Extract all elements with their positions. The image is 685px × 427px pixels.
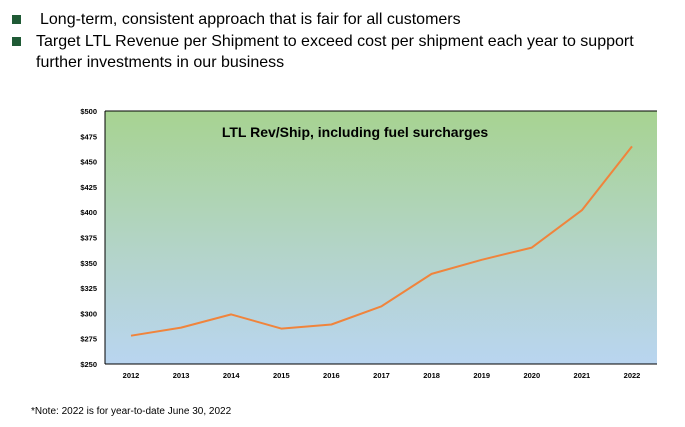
x-tick-labels: 2012 2013 2014 2015 2016 2017 2018 2019 2020 2021… — [123, 371, 641, 380]
y-tick-labels: $250 $275 $300 $325 $350 $375 $400 $425 $450 $475… — [80, 107, 97, 369]
y-tick-label: $300 — [80, 309, 97, 318]
x-tick-label: 2012 — [123, 371, 140, 380]
footnote: *Note: 2022 is for year-to-date June 30,… — [31, 406, 232, 417]
y-tick-label: $375 — [80, 234, 97, 243]
chart-title: LTL Rev/Ship, including fuel surcharges — [222, 124, 489, 140]
bullet-item: Target LTL Revenue per Shipment to excee… — [12, 31, 684, 73]
y-tick-label: $350 — [80, 259, 97, 268]
y-tick-label: $425 — [80, 183, 97, 192]
y-tick-label: $475 — [80, 132, 97, 141]
x-tick-label: 2022 — [624, 371, 641, 380]
y-tick-label: $275 — [80, 335, 97, 344]
y-tick-label: $500 — [80, 107, 97, 116]
x-tick-label: 2016 — [323, 371, 340, 380]
series-line-ltl-rev-ship — [130, 145, 633, 337]
square-bullet-icon — [12, 15, 21, 24]
x-tick-label: 2018 — [423, 371, 440, 380]
x-tick-label: 2019 — [473, 371, 490, 380]
x-tick-label: 2021 — [574, 371, 591, 380]
x-tick-label: 2013 — [173, 371, 190, 380]
bullet-text: Long-term, consistent approach that is f… — [40, 11, 461, 28]
x-tick-label: 2015 — [273, 371, 290, 380]
x-tick-label: 2017 — [373, 371, 390, 380]
bullet-item: Long-term, consistent approach that is f… — [12, 9, 684, 30]
x-tick-label: 2020 — [523, 371, 540, 380]
square-bullet-icon — [12, 37, 21, 46]
y-tick-label: $325 — [80, 284, 97, 293]
bullet-list: Long-term, consistent approach that is f… — [12, 9, 684, 73]
y-tick-label: $400 — [80, 208, 97, 217]
bullet-text: Target LTL Revenue per Shipment to excee… — [36, 33, 634, 71]
y-tick-label: $250 — [80, 360, 97, 369]
plot-area — [105, 111, 657, 364]
x-tick-label: 2014 — [223, 371, 241, 380]
y-tick-label: $450 — [80, 158, 97, 167]
